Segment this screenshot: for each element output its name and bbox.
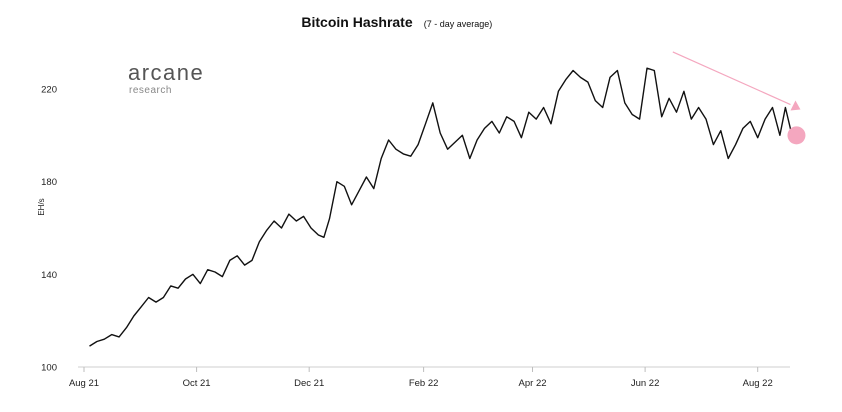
y-tick-label: 100: [41, 363, 57, 374]
y-tick-label: 140: [41, 270, 57, 281]
x-tick-label: Feb 22: [409, 378, 439, 389]
y-axis-ticks: 100 140 180 220: [41, 85, 57, 374]
logo-tagline: research: [129, 85, 172, 96]
x-tick-label: Jun 22: [631, 378, 660, 389]
annotations-group: [672, 51, 806, 145]
hashrate-line: [89, 67, 792, 347]
latest-value-marker: [787, 126, 806, 145]
series-group: [89, 67, 792, 347]
y-tick-label: 220: [41, 85, 57, 96]
trend-arrow-line: [672, 51, 791, 106]
chart-subtitle: (7 - day average): [424, 19, 493, 29]
chart-title: Bitcoin Hashrate: [301, 14, 412, 30]
x-tick-label: Aug 21: [69, 378, 99, 389]
x-tick-label: Apr 22: [519, 378, 547, 389]
x-axis-ticks: Aug 21 Oct 21 Dec 21 Feb 22 Apr 22 Jun 22 Aug …: [69, 367, 773, 389]
y-tick-label: 180: [41, 177, 57, 188]
x-tick-label: Aug 22: [743, 378, 773, 389]
x-tick-label: Dec 21: [294, 378, 324, 389]
brand-logo: arcane research: [128, 60, 204, 96]
x-tick-label: Oct 21: [183, 378, 211, 389]
trend-arrow-head: [790, 100, 801, 111]
logo-name: arcane: [128, 60, 204, 85]
y-axis-label: EH/s: [37, 198, 46, 215]
